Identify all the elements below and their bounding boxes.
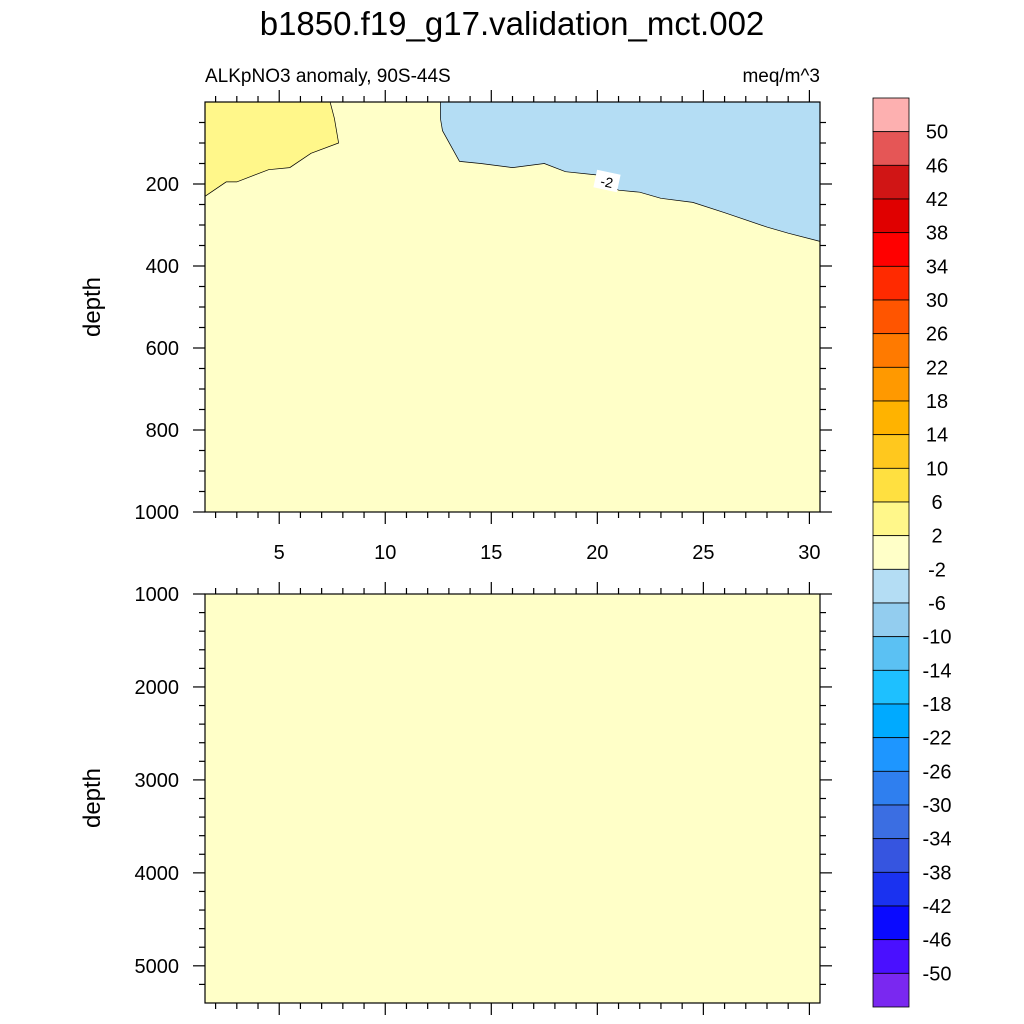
colorbar-box — [872, 770, 910, 806]
colorbar-box — [872, 131, 910, 166]
colorbar-label: -26 — [923, 761, 952, 783]
colorbar-label: 10 — [926, 458, 948, 480]
colorbar: 50 46 42 38 34 30 26 22 18 14 10 6 2 -2 -6 -10 -14 -18 -22… — [872, 97, 952, 1008]
colorbar-box — [872, 299, 910, 335]
colorbar-label: -2 — [928, 559, 946, 581]
colorbar-box — [872, 366, 910, 402]
lower-panel-background — [205, 594, 820, 1003]
left-subtitle: ALKpNO3 anomaly, 90S-44S — [205, 66, 451, 87]
x-tick-label: 10 — [374, 542, 396, 564]
y-tick-label: 800 — [146, 420, 179, 442]
colorbar-label: 14 — [926, 425, 948, 447]
colorbar-label: 38 — [926, 223, 948, 245]
colorbar-box — [872, 265, 910, 301]
lower-panel: 1000 2000 3000 4000 5000 depth — [79, 582, 832, 1015]
colorbar-label: -34 — [923, 829, 952, 851]
upper-axes: 200 400 600 800 1000 5 10 15 20 25 30 — [135, 90, 832, 564]
contour-region-1 — [440, 101, 821, 242]
colorbar-box — [872, 333, 910, 368]
colorbar-label: -50 — [923, 963, 952, 985]
colorbar-box — [872, 434, 910, 469]
colorbar-box — [872, 737, 910, 772]
colorbar-label: 2 — [931, 526, 942, 548]
y-tick-label: 2000 — [135, 677, 180, 699]
colorbar-box — [872, 467, 910, 503]
colorbar-label: -46 — [923, 930, 952, 952]
units-subtitle: meq/m^3 — [742, 66, 820, 87]
colorbar-box — [872, 164, 910, 200]
colorbar-box — [872, 871, 910, 907]
upper-contour-regions — [204, 101, 821, 242]
chart-title: b1850.f19_g17.validation_mct.002 — [260, 5, 765, 42]
colorbar-box — [872, 669, 910, 705]
y-tick-label: 4000 — [135, 863, 180, 885]
colorbar-box — [872, 838, 910, 873]
x-tick-label: 5 — [274, 542, 285, 564]
colorbar-label: -30 — [923, 795, 952, 817]
colorbar-label: -42 — [923, 896, 952, 918]
colorbar-box — [872, 905, 910, 941]
contour-region-0 — [204, 101, 339, 197]
contour-label-box — [593, 169, 621, 193]
y-tick-label: 5000 — [135, 956, 180, 978]
colorbar-label: 46 — [926, 155, 948, 177]
x-tick-label: 20 — [586, 542, 608, 564]
colorbar-label: -22 — [923, 728, 952, 750]
colorbar-label: -10 — [923, 627, 952, 649]
colorbar-box — [872, 97, 910, 133]
colorbar-box — [872, 568, 910, 604]
colorbar-box — [872, 232, 910, 267]
y-tick-label: 200 — [146, 174, 179, 196]
colorbar-box — [872, 400, 910, 436]
y-tick-label: 1000 — [135, 584, 180, 606]
x-tick-label: 25 — [692, 542, 714, 564]
colorbar-box — [872, 535, 910, 570]
lower-ylabel: depth — [79, 768, 106, 828]
colorbar-box — [872, 636, 910, 671]
upper-ylabel: depth — [79, 277, 106, 337]
contour-line-label: -2 — [593, 169, 621, 193]
colorbar-label: -6 — [928, 593, 946, 615]
colorbar-box — [872, 804, 910, 840]
colorbar-label: 34 — [926, 256, 948, 278]
lower-axes: 1000 2000 3000 4000 5000 — [135, 582, 832, 1015]
x-tick-label: 15 — [480, 542, 502, 564]
colorbar-box — [872, 602, 910, 638]
colorbar-label: -14 — [923, 660, 952, 682]
colorbar-label: 30 — [926, 290, 948, 312]
colorbar-label: 6 — [931, 492, 942, 514]
colorbar-label: 42 — [926, 189, 948, 211]
x-tick-label: 30 — [798, 542, 820, 564]
y-tick-label: 600 — [146, 338, 179, 360]
colorbar-box — [872, 703, 910, 739]
upper-panel: 200 400 600 800 1000 5 10 15 20 25 30 -2 depth — [79, 90, 832, 564]
colorbar-box — [872, 972, 910, 1008]
colorbar-label: 50 — [926, 122, 948, 144]
y-tick-label: 3000 — [135, 770, 180, 792]
colorbar-label: -38 — [923, 862, 952, 884]
y-tick-label: 400 — [146, 256, 179, 278]
colorbar-label: -18 — [923, 694, 952, 716]
y-tick-label: 1000 — [135, 502, 180, 524]
colorbar-label: 22 — [926, 357, 948, 379]
colorbar-box — [872, 198, 910, 234]
colorbar-box — [872, 939, 910, 974]
contour-label-text: -2 — [599, 173, 615, 191]
colorbar-box — [872, 501, 910, 537]
colorbar-label: 18 — [926, 391, 948, 413]
colorbar-label: 26 — [926, 324, 948, 346]
